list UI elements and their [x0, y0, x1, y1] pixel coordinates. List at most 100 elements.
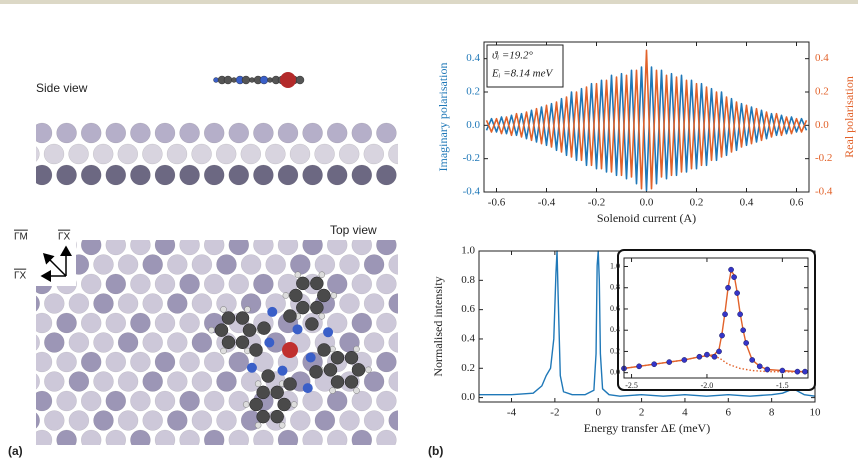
- x-tick-label: -0.2: [588, 197, 605, 209]
- arrow: [42, 252, 67, 277]
- atom: [376, 273, 397, 295]
- atom: [277, 365, 288, 376]
- atom: [56, 429, 77, 445]
- atom: [388, 254, 398, 275]
- atom: [282, 342, 298, 358]
- atom: [203, 429, 225, 445]
- series-line: [485, 49, 808, 190]
- atom: [351, 363, 366, 377]
- atom: [154, 351, 176, 373]
- atom: [191, 332, 213, 353]
- atom: [323, 327, 334, 338]
- atom: [56, 390, 77, 412]
- atom: [270, 385, 284, 400]
- y-tick-label: 0.2: [461, 362, 475, 374]
- atom: [56, 351, 77, 373]
- atom: [56, 312, 77, 334]
- atom: [235, 311, 250, 325]
- atom: [278, 422, 286, 429]
- atom: [305, 352, 316, 363]
- atom: [221, 335, 236, 350]
- inset-frame: [617, 249, 816, 391]
- atom: [36, 122, 53, 144]
- x-axis-label: Solenoid current (A): [597, 211, 696, 225]
- atom: [80, 164, 102, 186]
- atom: [242, 323, 257, 337]
- atom: [240, 143, 262, 165]
- atom: [326, 390, 348, 412]
- atom: [93, 410, 114, 431]
- atom: [256, 385, 270, 400]
- data-point: [764, 366, 771, 373]
- top-view-label: Top view: [330, 223, 377, 237]
- atom: [289, 288, 303, 303]
- atom: [179, 273, 200, 295]
- atom: [351, 390, 373, 412]
- atom: [203, 122, 225, 144]
- atom: [242, 401, 250, 408]
- data-point: [756, 363, 763, 370]
- atom: [7, 352, 27, 372]
- atom: [265, 143, 286, 165]
- atom: [68, 143, 89, 165]
- atom: [117, 332, 139, 353]
- atom: [264, 337, 275, 348]
- side-view-label: Side view: [36, 81, 88, 95]
- atom: [93, 332, 114, 353]
- atom: [142, 254, 163, 275]
- atom: [44, 371, 65, 392]
- atom: [363, 371, 385, 392]
- annotation-box: [486, 44, 564, 88]
- atom: [179, 164, 200, 186]
- atom: [296, 276, 310, 291]
- atom: [105, 164, 127, 186]
- atom: [105, 240, 127, 256]
- atom: [154, 273, 176, 295]
- y-tick-label: 0.0: [461, 391, 475, 403]
- atom: [363, 143, 385, 165]
- x-tick-label: -2: [550, 407, 559, 419]
- data-point: [711, 353, 718, 360]
- atom: [117, 410, 139, 431]
- atom: [167, 410, 188, 431]
- data-point: [636, 363, 642, 370]
- plot-frame: [483, 41, 810, 193]
- x-tick-label: 6: [726, 407, 732, 419]
- atom: [179, 240, 200, 256]
- atom: [179, 390, 200, 412]
- atom: [326, 273, 348, 295]
- x-tick-label: 10: [810, 407, 822, 419]
- atom: [221, 311, 236, 325]
- atom: [302, 122, 323, 144]
- atom: [309, 365, 323, 379]
- atom: [339, 293, 360, 314]
- atom: [249, 77, 255, 83]
- y-tick-label: 1.0: [610, 261, 620, 270]
- atom: [351, 312, 373, 334]
- atom: [326, 312, 348, 334]
- data-point: [696, 353, 703, 360]
- data-point: [651, 361, 658, 368]
- atom: [253, 240, 274, 256]
- atom: [191, 410, 213, 431]
- atom: [68, 371, 90, 392]
- atom: [277, 240, 299, 256]
- atom: [142, 410, 163, 431]
- atom: [93, 293, 114, 314]
- x-tick-label: 2: [639, 407, 645, 419]
- atom: [154, 240, 176, 256]
- molecule: [208, 72, 372, 429]
- series-line: [623, 355, 805, 373]
- atom: [203, 390, 225, 412]
- atom: [254, 380, 262, 387]
- atom: [344, 350, 359, 365]
- y2-tick-label: 0.2: [815, 86, 829, 98]
- atom: [117, 143, 139, 165]
- atom: [117, 254, 139, 275]
- atom: [220, 347, 227, 355]
- atom: [216, 371, 237, 392]
- atom: [142, 371, 163, 392]
- atom: [344, 375, 359, 389]
- y2-tick-label: 0.4: [815, 52, 829, 64]
- atom: [302, 390, 323, 412]
